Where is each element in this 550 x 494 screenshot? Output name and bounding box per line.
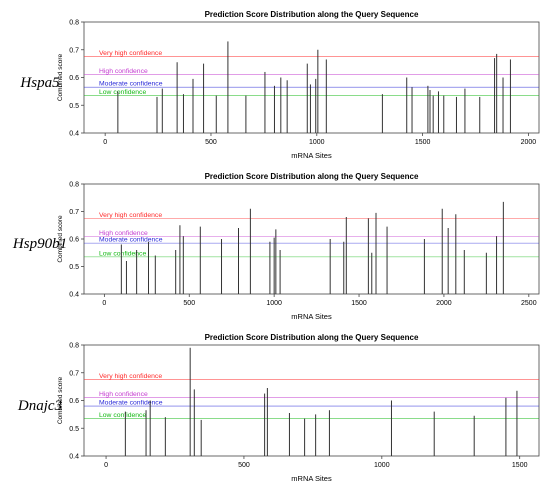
panel-1-y-tick-label-3: 0.6 (69, 75, 79, 82)
panel-1-y-tick-label-2: 0.5 (69, 103, 79, 110)
panel-1-x-tick-label-1: 0 (103, 139, 107, 146)
gene-label-hsp90b1: Hsp90b1 (12, 236, 68, 252)
panel-1-x-axis-label: mRNA Sites (291, 151, 332, 160)
panel-1-x-tick-label-2: 500 (205, 139, 217, 146)
panel-2-y-tick-label-3: 0.6 (69, 237, 79, 244)
panel-1-y-tick-label-4: 0.7 (69, 47, 79, 54)
gene-label-dnajc3: Dnajc3 (17, 398, 63, 414)
panel-2-x-tick-label-1: 0 (102, 300, 106, 307)
panel-1-plot-frame (83, 21, 540, 134)
panel-1-x-tick-label-4: 1500 (415, 139, 431, 146)
panel-1-x-tick-label-3: 1000 (309, 139, 325, 146)
panel-2-x-tick-label-5: 2000 (436, 300, 452, 307)
panel-3-y-tick-label-4: 0.7 (69, 370, 79, 377)
panel-2-y-tick-label-4: 0.7 (69, 209, 79, 216)
panel-1-y-tick-label-5: 0.8 (69, 20, 79, 27)
panel-3-threshold-label-3: Moderate confidence (99, 400, 163, 407)
panel-1-title: Prediction Score Distribution along the … (205, 10, 419, 19)
panel-3-x-tick-label-1: 0 (104, 462, 108, 469)
panel-3-y-tick-label-1: 0.4 (69, 454, 79, 461)
panel-3-threshold-label-2: High confidence (99, 391, 148, 398)
panel-1-threshold-label-1: Very high confidence (99, 50, 162, 57)
panel-1-x-tick-label-5: 2000 (521, 139, 537, 146)
panel-2-threshold-label-1: Very high confidence (99, 212, 162, 219)
panel-3-x-axis-label: mRNA Sites (291, 474, 332, 483)
panel-2-x-tick-label-3: 1000 (266, 300, 282, 307)
panel-3-y-axis-label: Combined score (57, 376, 64, 424)
panel-2-x-axis-label: mRNA Sites (291, 312, 332, 321)
panel-1-y-axis-label: Combined score (57, 53, 64, 101)
panel-3-y-tick-label-5: 0.8 (69, 343, 79, 350)
panel-2-y-tick-label-5: 0.8 (69, 182, 79, 189)
panel-2-x-tick-label-4: 1500 (351, 300, 367, 307)
panel-2-threshold-label-2: High confidence (99, 230, 148, 237)
panel-3-threshold-label-1: Very high confidence (99, 373, 162, 380)
panel-2-threshold-label-3: Moderate confidence (99, 237, 163, 244)
panel-1-y-tick-label-1: 0.4 (69, 131, 79, 138)
panel-3-x-tick-label-4: 1500 (512, 462, 528, 469)
panel-3-x-tick-label-2: 500 (238, 462, 250, 469)
panel-2-y-axis-label: Combined score (57, 215, 64, 263)
panel-2-y-tick-label-2: 0.5 (69, 264, 79, 271)
panel-2-title: Prediction Score Distribution along the … (205, 172, 419, 181)
panel-3-y-tick-label-3: 0.6 (69, 398, 79, 405)
gene-label-hspa5: Hspa5 (20, 75, 60, 91)
panel-3-title: Prediction Score Distribution along the … (205, 333, 419, 342)
panel-1-threshold-label-3: Moderate confidence (99, 81, 163, 88)
panel-3-threshold-label-4: Low confidence (99, 412, 146, 419)
panel-3-y-tick-label-2: 0.5 (69, 426, 79, 433)
panel-1-threshold-label-4: Low confidence (99, 89, 146, 96)
panel-2-x-tick-label-6: 2500 (521, 300, 537, 307)
panel-1-threshold-label-2: High confidence (99, 68, 148, 75)
panel-2-x-tick-label-2: 500 (183, 300, 195, 307)
panel-2-threshold-label-4: Low confidence (99, 250, 146, 257)
panel-2-y-tick-label-1: 0.4 (69, 292, 79, 299)
panel-3-x-tick-label-3: 1000 (374, 462, 390, 469)
